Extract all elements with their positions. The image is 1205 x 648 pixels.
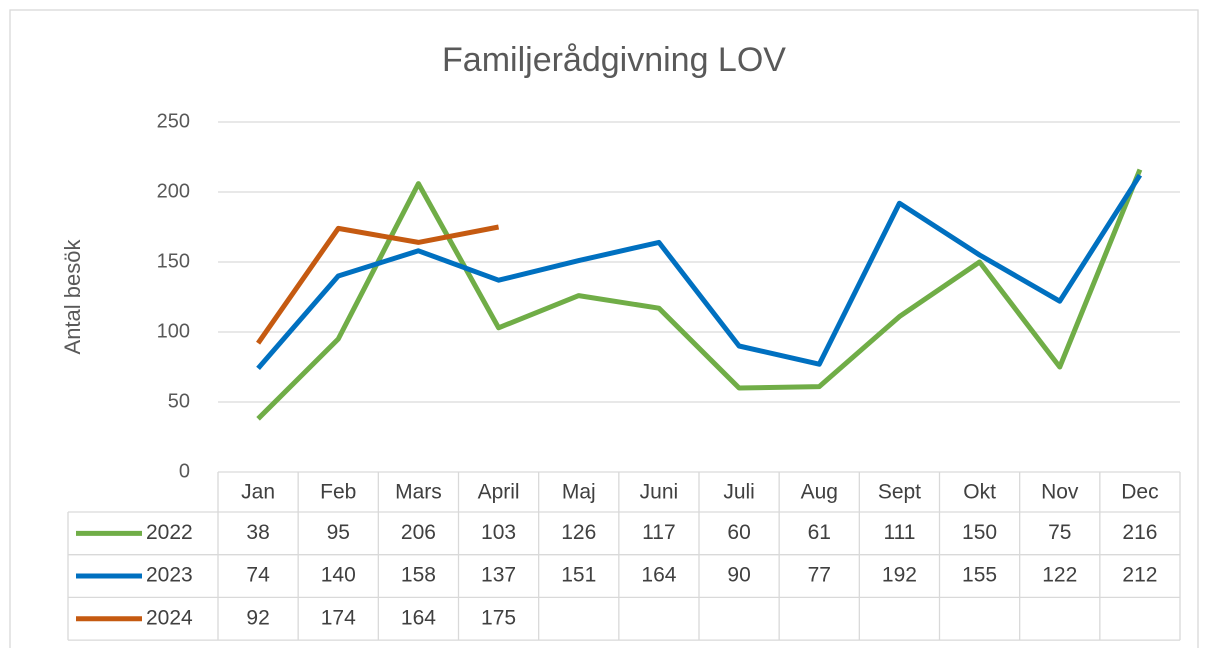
table-value: 77 [808,564,831,587]
chart-border [9,9,1199,648]
series-line [256,173,1143,371]
table-value: 164 [401,606,436,629]
table-value: 38 [246,521,269,544]
table-value: 140 [321,564,356,587]
x-tick-label: April [478,481,520,504]
table-value: 174 [321,606,356,629]
x-tick-label: Nov [1041,481,1079,504]
table-value: 192 [882,564,917,587]
legend-label: 2022 [146,521,193,544]
legend-label: 2024 [146,606,193,629]
y-tick-label: 200 [157,180,190,202]
table-value: 92 [246,606,269,629]
x-tick-label: Sept [878,481,921,504]
table-value: 61 [808,521,831,544]
table-value: 155 [962,564,997,587]
y-tick-label: 100 [157,320,190,342]
table-value: 212 [1122,564,1157,587]
y-tick-label: 250 [157,110,190,132]
x-tick-label: Maj [562,481,596,504]
table-value: 90 [727,564,750,587]
y-tick-label: 0 [179,460,190,482]
table-value: 158 [401,564,436,587]
series-line [256,168,1143,421]
table-value: 151 [561,564,596,587]
table-value: 117 [642,521,675,544]
table-value: 206 [401,521,436,544]
table-value: 111 [883,521,915,544]
legend-label: 2023 [146,564,193,587]
table-value: 74 [246,564,270,587]
chart-title: Familjerådgivning LOV [442,41,786,79]
x-tick-label: Juli [723,481,755,504]
y-tick-label: 50 [168,390,190,412]
table-value: 75 [1048,521,1071,544]
table-value: 164 [641,564,676,587]
table-value: 95 [327,521,350,544]
table-value: 150 [962,521,997,544]
table-value: 137 [481,564,516,587]
x-tick-label: Juni [640,481,679,504]
x-tick-label: Aug [801,481,838,504]
x-tick-label: Jan [241,481,275,504]
table-value: 103 [481,521,516,544]
y-axis-label: Antal besök [60,239,85,355]
x-tick-label: Dec [1121,481,1158,504]
table-value: 126 [561,521,596,544]
y-tick-label: 150 [157,250,190,272]
x-tick-label: Okt [963,481,996,504]
table-value: 175 [481,606,516,629]
table-value: 122 [1042,564,1077,587]
table-value: 60 [727,521,750,544]
table-value: 216 [1122,521,1157,544]
series-line [256,224,500,345]
x-tick-label: Feb [320,481,356,504]
x-tick-label: Mars [395,481,442,504]
